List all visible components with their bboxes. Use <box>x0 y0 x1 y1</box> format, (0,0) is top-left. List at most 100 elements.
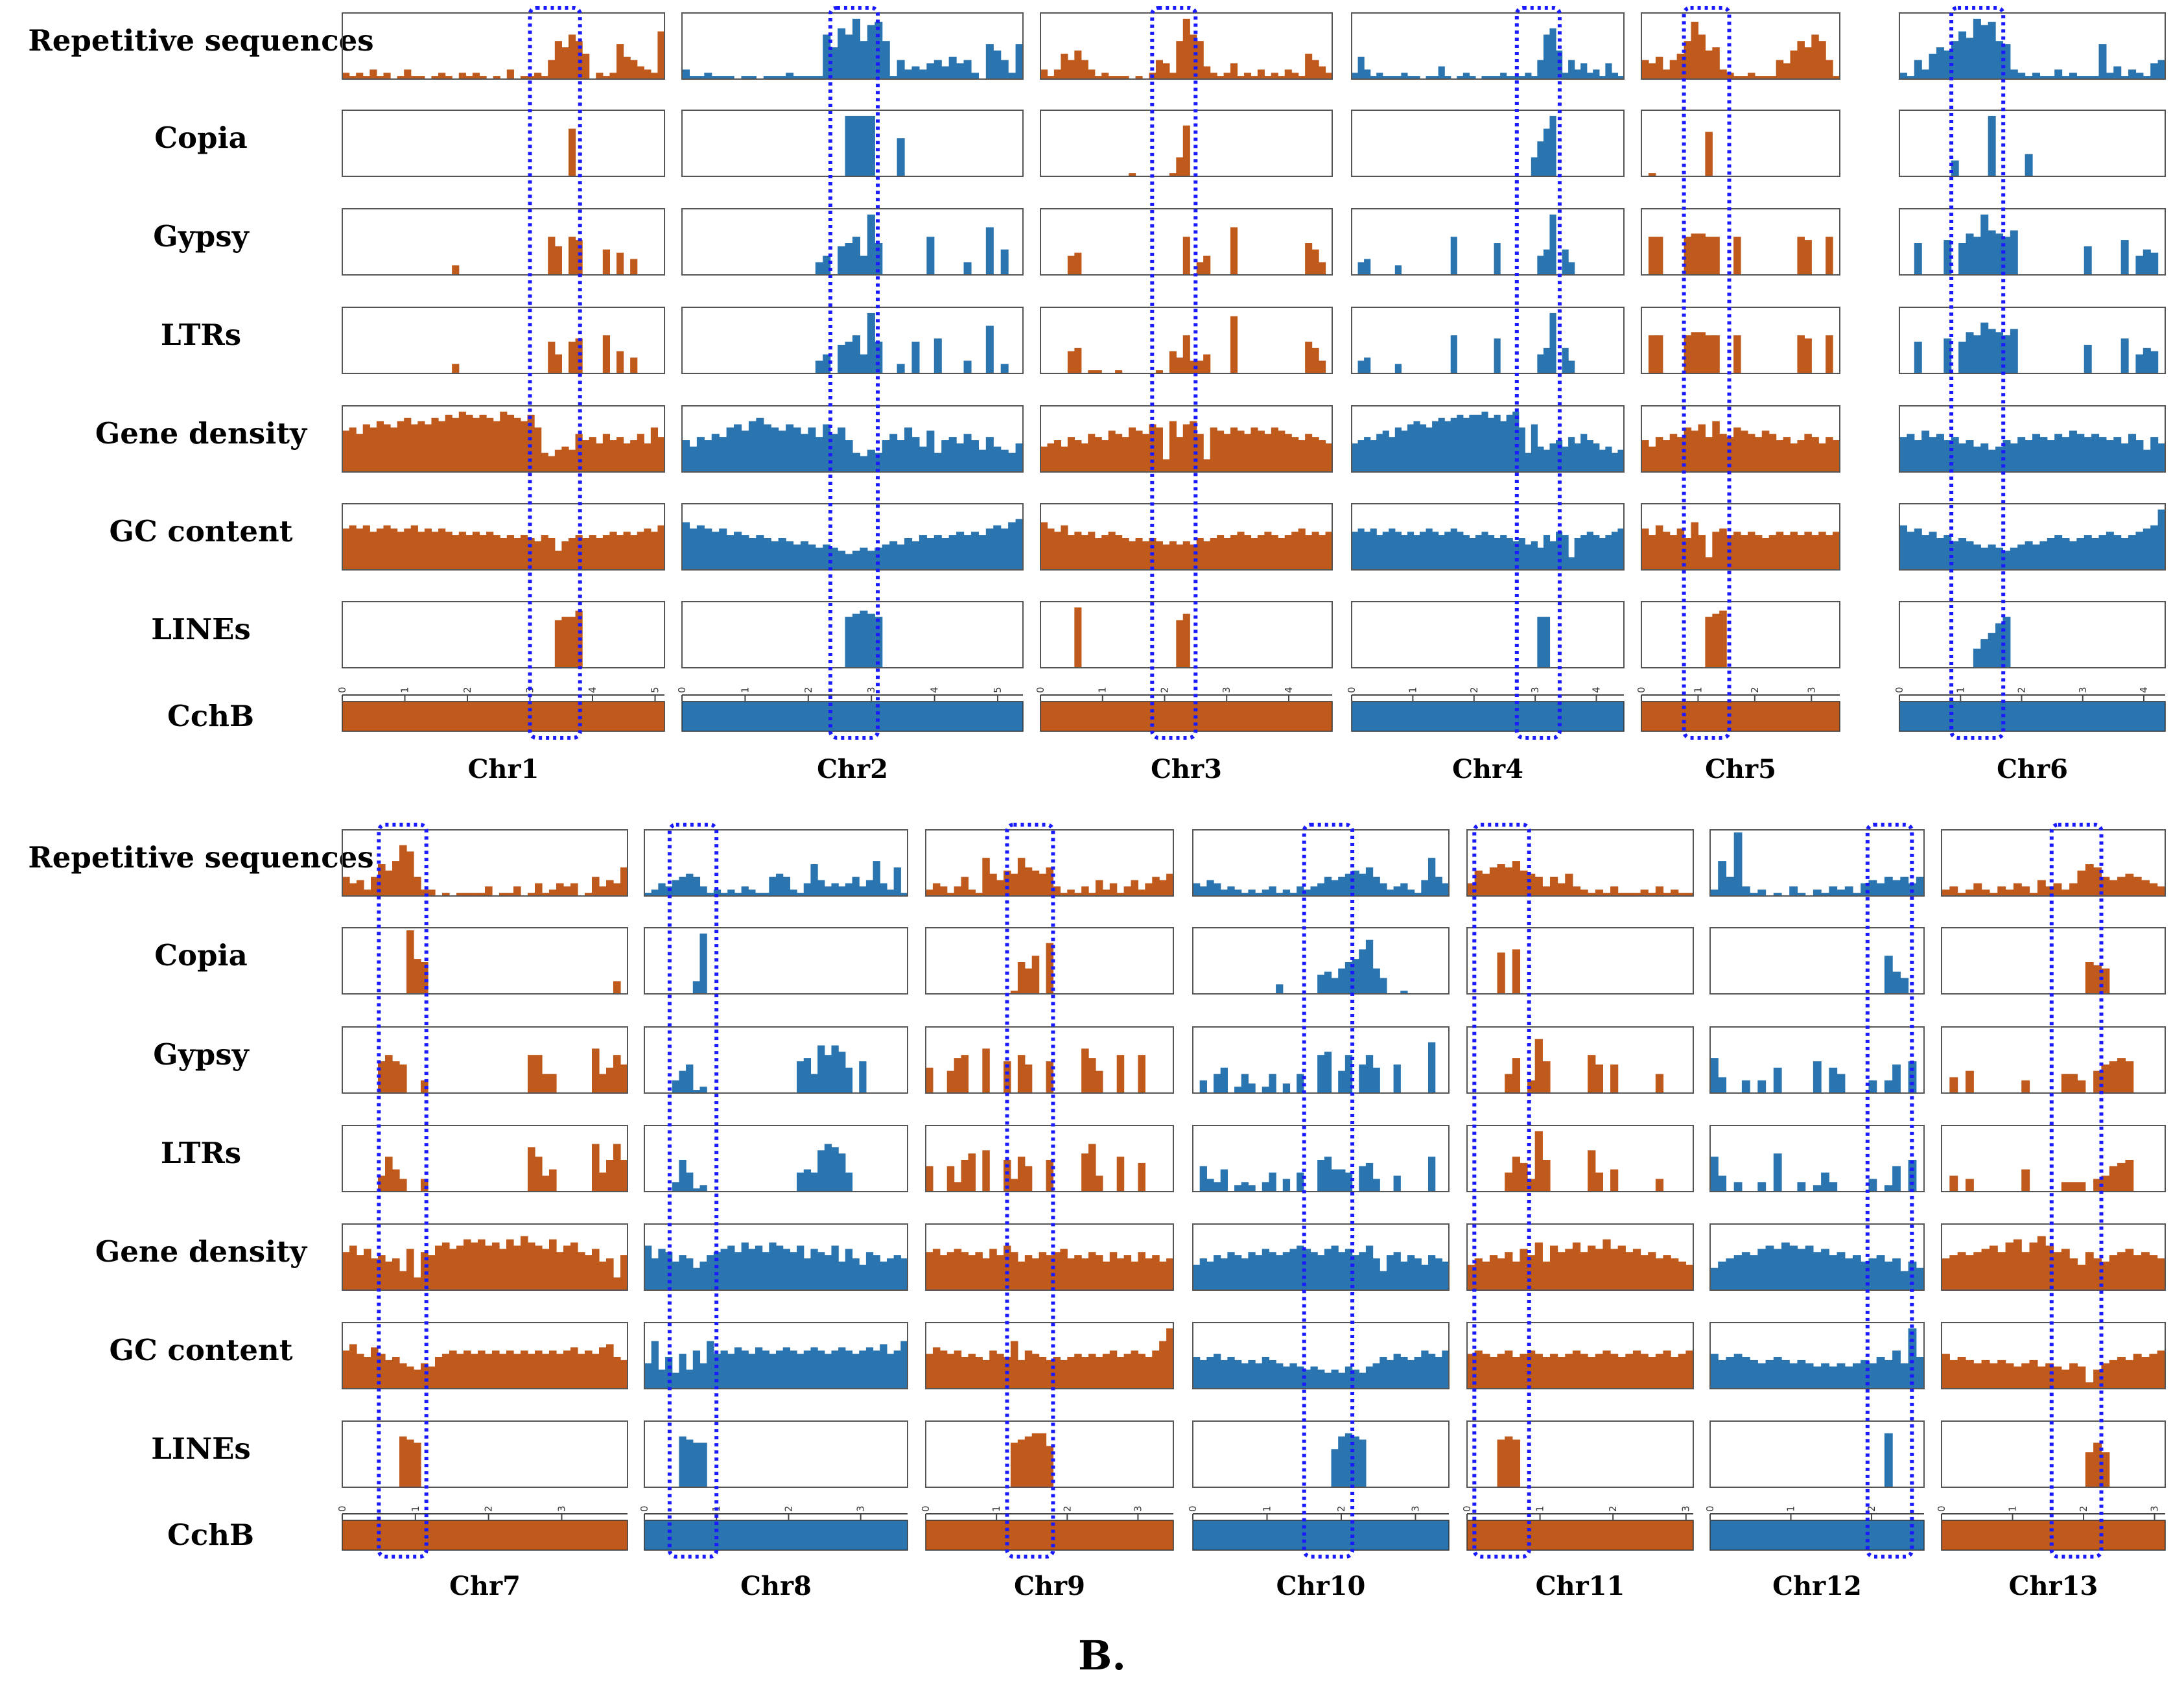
bar <box>534 73 542 79</box>
bar <box>968 1153 976 1192</box>
bar <box>1719 610 1727 668</box>
bar <box>1733 335 1741 373</box>
bar <box>1512 76 1520 79</box>
bar <box>2141 1252 2150 1290</box>
bar <box>1010 991 1018 994</box>
bar <box>1008 453 1016 472</box>
bar <box>2093 1179 2102 1192</box>
bar <box>1733 1354 1743 1389</box>
bar <box>1248 1252 1256 1290</box>
bar <box>941 66 950 79</box>
bar <box>2143 249 2151 275</box>
bar <box>556 1354 564 1389</box>
bar <box>692 981 701 994</box>
tick-label: 3 <box>1132 1505 1144 1512</box>
tick-label: 1 <box>410 1505 421 1512</box>
bar <box>719 437 727 472</box>
bar <box>650 73 659 79</box>
tick-label: 0 <box>1894 687 1905 693</box>
bar <box>1821 1363 1829 1389</box>
bar <box>1257 69 1265 79</box>
highlight-box <box>1005 823 1055 1559</box>
bar <box>2109 1166 2118 1192</box>
bar <box>686 1172 694 1192</box>
bar <box>1331 1169 1339 1192</box>
bar <box>817 1252 825 1290</box>
bar <box>911 541 920 570</box>
track-ltrs <box>1351 307 1625 374</box>
bar <box>582 53 590 79</box>
bar <box>1262 1087 1270 1093</box>
bar <box>1966 38 1974 79</box>
bar <box>2141 1357 2150 1389</box>
bar <box>582 538 590 570</box>
row-label-gene-density: Gene density <box>95 416 308 451</box>
bar <box>1988 115 1996 176</box>
bar <box>1662 532 1671 570</box>
track-frame <box>925 1026 1174 1094</box>
bar <box>1543 449 1551 472</box>
bar <box>1741 1080 1750 1093</box>
bar <box>2005 1242 2014 1290</box>
bar <box>1489 1255 1498 1290</box>
bar <box>1640 889 1649 896</box>
bar <box>1427 1157 1436 1192</box>
bar <box>1095 1255 1103 1290</box>
track-lines <box>1899 601 2166 668</box>
bar <box>561 446 569 472</box>
bar <box>803 1258 812 1290</box>
bar <box>1344 962 1353 994</box>
bar <box>521 1350 528 1389</box>
bar <box>810 864 818 896</box>
bar <box>506 414 514 472</box>
bar <box>911 342 920 373</box>
bar <box>2047 76 2055 79</box>
bar <box>1892 880 1901 896</box>
bar <box>1129 427 1136 472</box>
bar <box>1632 1350 1641 1389</box>
bar <box>968 1255 976 1290</box>
bar <box>810 1172 818 1192</box>
bar <box>613 1357 621 1389</box>
bar <box>686 1439 694 1487</box>
bar <box>679 1070 687 1093</box>
bar <box>882 544 890 570</box>
bar <box>1074 252 1082 275</box>
track-frame <box>342 503 665 571</box>
bar <box>1710 1354 1719 1389</box>
bar <box>1227 1357 1235 1389</box>
bar <box>445 414 452 472</box>
bar <box>1747 434 1755 472</box>
bar <box>2085 864 2094 896</box>
bar <box>1199 1080 1207 1093</box>
bar <box>1426 528 1433 570</box>
bar <box>1884 1080 1893 1093</box>
bar <box>1868 1258 1877 1290</box>
bar <box>1482 1354 1490 1389</box>
bar <box>1568 557 1575 570</box>
bar <box>1190 544 1197 570</box>
bar <box>897 364 905 373</box>
tick-label: 1 <box>1097 687 1109 693</box>
bar <box>392 1169 400 1192</box>
bar <box>2047 538 2055 570</box>
bar <box>2017 437 2026 472</box>
bar <box>644 443 652 472</box>
bar <box>932 883 941 896</box>
bar <box>748 76 757 79</box>
bar <box>786 73 794 79</box>
bar <box>1804 240 1812 275</box>
bar <box>1595 1354 1603 1389</box>
bar <box>1262 1182 1270 1192</box>
bar <box>1958 443 1967 472</box>
row-label-lines: LINEs <box>151 612 250 646</box>
bar <box>679 1160 687 1192</box>
bar <box>1761 430 1770 472</box>
track-lines <box>1466 1420 1694 1488</box>
bar <box>1684 538 1692 570</box>
bar <box>1382 76 1389 79</box>
bar <box>1317 1160 1325 1192</box>
bar <box>755 1347 763 1389</box>
